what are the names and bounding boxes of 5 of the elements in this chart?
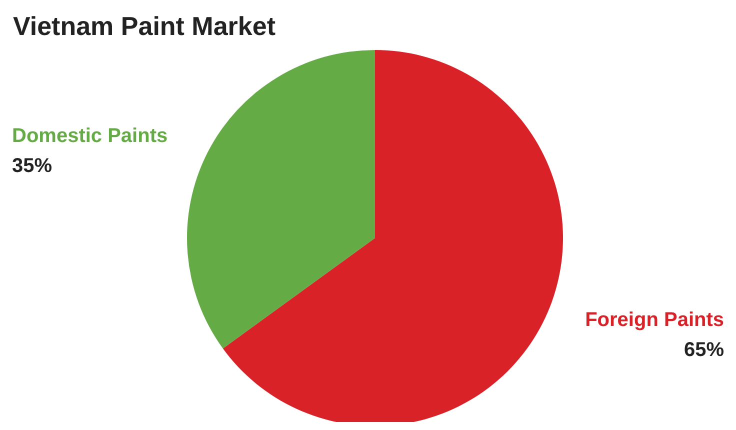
slice-label: Domestic Paints (12, 124, 168, 147)
data-label: 35% (12, 154, 52, 177)
slice-label: Foreign Paints (585, 309, 724, 332)
chart-title: Vietnam Paint Market (13, 11, 276, 41)
data-label: 65% (684, 339, 724, 362)
